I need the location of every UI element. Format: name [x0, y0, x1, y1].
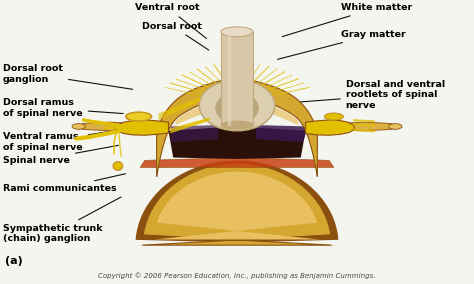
Polygon shape: [74, 122, 156, 131]
Ellipse shape: [113, 162, 123, 170]
Polygon shape: [171, 125, 218, 142]
Text: Copyright © 2006 Pearson Education, Inc., publishing as Benjamin Cummings.: Copyright © 2006 Pearson Education, Inc.…: [98, 272, 376, 279]
Ellipse shape: [126, 112, 152, 121]
Polygon shape: [221, 32, 253, 125]
Text: Rami communicantes: Rami communicantes: [3, 174, 126, 193]
Ellipse shape: [221, 121, 253, 129]
Ellipse shape: [72, 124, 85, 129]
Polygon shape: [156, 78, 318, 176]
Text: Gray matter: Gray matter: [277, 30, 406, 59]
Text: Ventral root: Ventral root: [136, 3, 207, 39]
Text: Sympathetic trunk
(chain) ganglion: Sympathetic trunk (chain) ganglion: [3, 197, 121, 243]
Text: Dorsal root
ganglion: Dorsal root ganglion: [3, 64, 133, 89]
Text: Dorsal and ventral
rootlets of spinal
nerve: Dorsal and ventral rootlets of spinal ne…: [296, 80, 445, 110]
Ellipse shape: [221, 27, 253, 37]
Ellipse shape: [324, 113, 343, 120]
Polygon shape: [114, 120, 168, 135]
Polygon shape: [175, 98, 299, 125]
Polygon shape: [155, 172, 319, 239]
Text: Spinal nerve: Spinal nerve: [3, 145, 118, 165]
Polygon shape: [136, 160, 338, 245]
Polygon shape: [140, 158, 334, 168]
Text: Dorsal ramus
of spinal nerve: Dorsal ramus of spinal nerve: [3, 98, 123, 118]
Polygon shape: [74, 122, 156, 131]
Polygon shape: [318, 122, 400, 131]
Polygon shape: [256, 125, 308, 142]
Ellipse shape: [389, 124, 402, 129]
Polygon shape: [306, 120, 354, 135]
Polygon shape: [318, 122, 400, 131]
Text: White matter: White matter: [282, 3, 412, 37]
Text: (a): (a): [5, 256, 23, 266]
Text: Ventral ramus
of spinal nerve: Ventral ramus of spinal nerve: [3, 130, 121, 151]
Ellipse shape: [234, 106, 240, 110]
Polygon shape: [143, 163, 331, 245]
Ellipse shape: [216, 93, 258, 124]
Polygon shape: [168, 126, 306, 159]
Text: Dorsal root: Dorsal root: [143, 22, 209, 50]
Ellipse shape: [128, 113, 150, 120]
Ellipse shape: [199, 80, 275, 131]
